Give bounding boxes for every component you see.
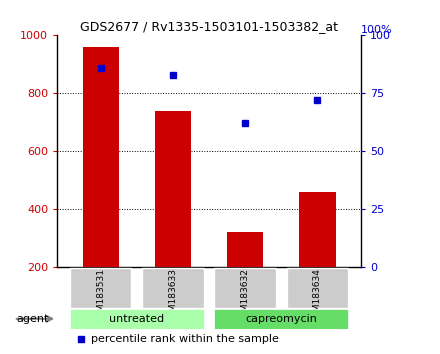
Bar — [287, 268, 348, 308]
Bar — [227, 232, 263, 267]
Text: capreomycin: capreomycin — [246, 314, 317, 324]
Text: GSM183531: GSM183531 — [96, 268, 105, 323]
Text: agent: agent — [16, 314, 48, 324]
Bar — [70, 309, 204, 329]
Text: GSM183634: GSM183634 — [313, 268, 322, 323]
Bar — [70, 268, 131, 308]
Text: percentile rank within the sample: percentile rank within the sample — [91, 333, 279, 344]
Bar — [299, 192, 336, 267]
Bar — [75, 313, 86, 326]
Bar — [214, 268, 276, 308]
Bar — [142, 268, 204, 308]
Text: GSM183632: GSM183632 — [241, 268, 249, 323]
Bar — [214, 309, 348, 329]
Bar — [155, 111, 191, 267]
Text: GSM183633: GSM183633 — [169, 268, 177, 323]
Bar — [83, 47, 119, 267]
Text: untreated: untreated — [109, 314, 164, 324]
Text: 100%: 100% — [361, 25, 392, 35]
Text: count: count — [91, 314, 122, 324]
Title: GDS2677 / Rv1335-1503101-1503382_at: GDS2677 / Rv1335-1503101-1503382_at — [80, 20, 338, 33]
